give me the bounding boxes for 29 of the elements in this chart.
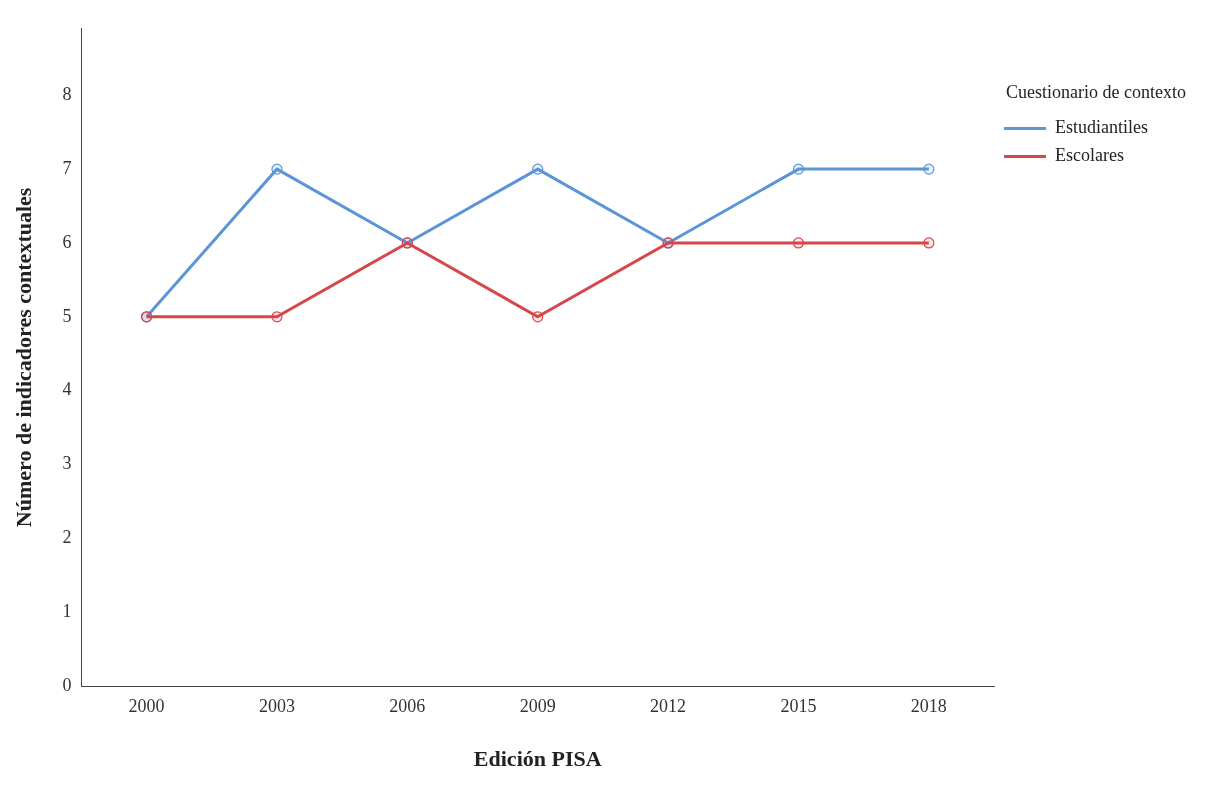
x-tick-label: 2009	[519, 695, 556, 716]
point	[271, 311, 283, 323]
x-axis-title: Edición PISA	[473, 746, 602, 772]
y-tick-label: 8	[62, 83, 72, 104]
legend-title: Cuestionario de contexto	[1006, 81, 1187, 102]
y-tick-label: 0	[62, 674, 72, 695]
x-tick-label: 2015	[780, 695, 817, 716]
x-tick-label: 2012	[650, 695, 687, 716]
x-tick-label: 2000	[128, 695, 165, 716]
legend-label: Escolares	[1055, 145, 1125, 166]
point	[923, 163, 935, 175]
y-tick-label: 6	[62, 231, 72, 252]
y-tick-label: 7	[62, 157, 72, 178]
y-tick-label: 2	[62, 527, 72, 548]
y-tick-label: 1	[62, 600, 72, 621]
legend-label: Estudiantiles	[1055, 117, 1149, 138]
x-tick-label: 2006	[389, 695, 426, 716]
y-tick-label: 5	[62, 305, 72, 326]
point	[532, 311, 544, 323]
point	[532, 163, 544, 175]
y-tick-label: 4	[62, 379, 72, 400]
point	[792, 163, 805, 175]
point	[271, 163, 283, 175]
x-tick-label: 2018	[910, 695, 947, 716]
y-tick-label: 3	[62, 453, 72, 474]
y-axis-title: Número de indicadores contextuales	[10, 187, 36, 528]
point	[923, 237, 935, 249]
point	[792, 237, 805, 249]
x-tick-label: 2003	[258, 695, 295, 716]
